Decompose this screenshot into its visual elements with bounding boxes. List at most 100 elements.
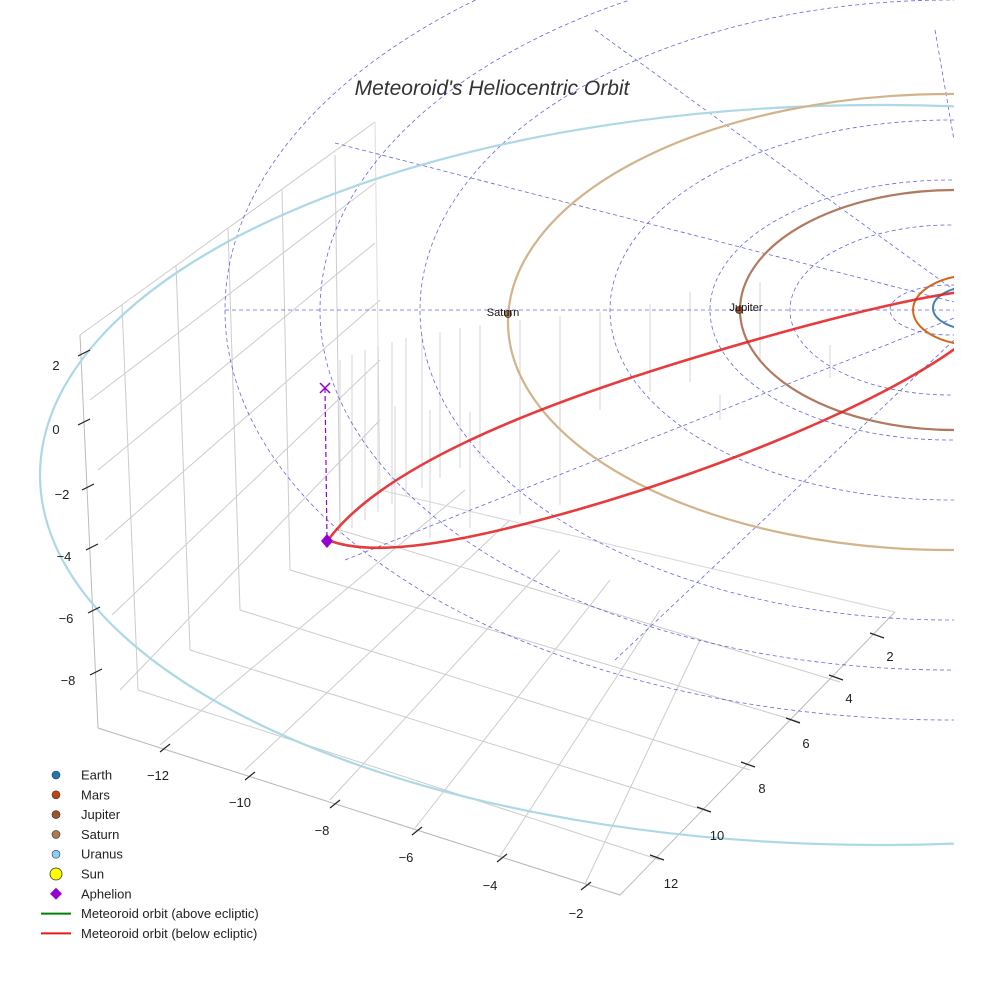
z-tick (77, 418, 91, 426)
grid-line (97, 242, 376, 471)
grid-line (137, 689, 661, 861)
x-tick-label: −2 (569, 906, 584, 921)
legend-marker (51, 770, 61, 780)
aphelion-projection-line (324, 387, 328, 541)
uranus-orbit (39, 104, 954, 846)
grid-line (189, 649, 711, 813)
z-tick (87, 606, 101, 614)
legend-marker (50, 887, 62, 900)
legend-marker (51, 849, 61, 859)
meteoroid-orbit (326, 291, 954, 550)
ecliptic-spoke (344, 317, 954, 561)
y-tick (740, 761, 756, 768)
legend-item: Jupiter (51, 807, 121, 822)
legend-item: Mars (51, 787, 110, 802)
x-tick-label: −8 (315, 823, 330, 838)
x-tick (159, 743, 171, 753)
grid-line (584, 639, 701, 885)
grid-line (239, 609, 751, 771)
legend-item: Uranus (51, 847, 123, 862)
y-tick-label: 8 (758, 781, 765, 796)
legend-label: Meteoroid orbit (below ecliptic) (81, 926, 257, 941)
earth-orbit (932, 287, 954, 329)
box-edge (79, 334, 99, 729)
ecliptic-ring (319, 0, 954, 671)
z-tick (85, 543, 99, 551)
z-tick-label: −8 (61, 673, 76, 688)
y-tick (869, 632, 885, 639)
y-tick (785, 717, 801, 724)
ecliptic-spoke (614, 339, 954, 661)
box-edge (97, 611, 896, 896)
x-tick-marks (159, 743, 592, 891)
x-tick (580, 881, 592, 891)
x-tick-label: −10 (229, 795, 251, 810)
grid-line (289, 569, 801, 723)
z-tick-label: −4 (57, 549, 72, 564)
ecliptic-ring (709, 179, 954, 441)
grid-line (281, 189, 291, 571)
ecliptic-ring (789, 224, 954, 396)
legend: Earth Mars Jupiter Saturn Uranus Sun Aphelion M… (41, 768, 259, 941)
x-tick-label: −4 (483, 878, 498, 893)
z-axis: 2 0 −2 −4 −6 −8 (52, 349, 103, 688)
grid-line (159, 489, 466, 746)
y-tick-label: 10 (710, 828, 724, 843)
meteoroid-orbit-below-ecliptic (326, 291, 954, 550)
grid-line (175, 264, 191, 651)
legend-item: Aphelion (50, 886, 132, 901)
x-axis: −12 −10 −8 −6 −4 −2 (147, 743, 592, 921)
legend-label: Uranus (81, 847, 123, 862)
ecliptic-spoke (594, 29, 954, 291)
legend-marker (49, 867, 63, 881)
ecliptic-spoke (934, 29, 954, 141)
grid-line (121, 304, 139, 691)
orbit-drop-lines (339, 282, 831, 545)
grid-line (111, 359, 381, 616)
legend-label: Jupiter (81, 807, 121, 822)
aphelion-projection-marker (319, 382, 331, 394)
z-tick-label: −6 (59, 611, 74, 626)
z-tick (89, 668, 103, 676)
grid-line (329, 549, 561, 801)
ecliptic-spoke (334, 142, 954, 303)
grid-line (89, 182, 376, 401)
x-tick (329, 799, 341, 809)
grid-line (227, 227, 241, 611)
mars-orbit (912, 276, 954, 344)
z-tick-marks (77, 349, 103, 676)
jupiter-marker (735, 306, 743, 314)
x-tick-label: −6 (399, 850, 414, 865)
grid-line (414, 579, 611, 829)
legend-label: Meteoroid orbit (above ecliptic) (81, 906, 259, 921)
x-tick (244, 771, 256, 781)
grid-line (499, 609, 661, 857)
y-tick-marks (649, 632, 885, 861)
aphelion (319, 382, 333, 548)
legend-item: Meteoroid orbit (below ecliptic) (41, 926, 257, 941)
legend-label: Earth (81, 768, 112, 783)
grid-line (104, 299, 381, 541)
y-tick (649, 854, 665, 861)
legend-label: Sun (81, 867, 104, 882)
legend-label: Mars (81, 787, 110, 802)
x-tick-label: −12 (147, 768, 169, 783)
grid-line (79, 121, 376, 336)
jupiter-label: Jupiter (729, 302, 762, 314)
y-tick (828, 674, 844, 681)
z-tick-label: 0 (52, 422, 59, 437)
aphelion-marker (321, 534, 333, 548)
z-tick-label: −2 (55, 487, 70, 502)
chart-title: Meteoroid's Heliocentric Orbit (355, 77, 631, 100)
planet-orbits (39, 92, 954, 846)
legend-marker (51, 810, 61, 819)
y-tick-label: 2 (886, 649, 893, 664)
x-tick (411, 826, 423, 836)
legend-item: Sun (49, 867, 104, 882)
axis-panes (79, 121, 896, 896)
legend-label: Aphelion (81, 886, 132, 901)
ecliptic-grid (224, 0, 954, 721)
x-tick (496, 853, 508, 863)
z-tick (77, 349, 91, 357)
